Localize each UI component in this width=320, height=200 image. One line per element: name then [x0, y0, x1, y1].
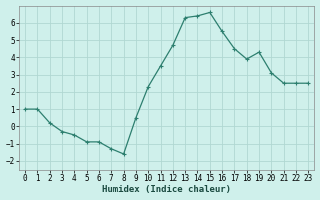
X-axis label: Humidex (Indice chaleur): Humidex (Indice chaleur)	[102, 185, 231, 194]
